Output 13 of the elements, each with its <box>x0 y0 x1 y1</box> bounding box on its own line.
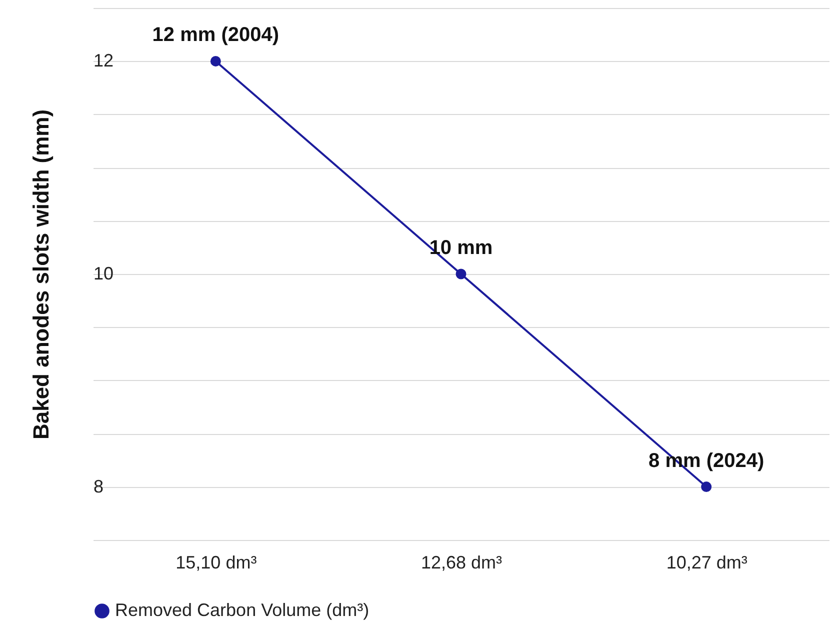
point <box>701 482 712 492</box>
data-label: 12 mm (2004) <box>152 24 280 46</box>
y-tick-label: 8 <box>94 476 104 496</box>
point <box>210 56 221 66</box>
point <box>456 268 466 280</box>
y-tick-label: 12 <box>94 50 114 71</box>
x-tick-label: 12,68 dm³ <box>420 552 502 572</box>
y-axis-title: Baked anodes slots width (mm) <box>28 109 54 440</box>
y-tick-label: 10 <box>94 264 114 284</box>
x-tick-label: 15,10 dm³ <box>176 552 257 572</box>
x-tick-label: 10,27 dm³ <box>666 552 748 572</box>
legend-label: Removed Carbon Volume (dm³) <box>115 600 370 620</box>
data-label: 10 mm <box>429 237 493 259</box>
